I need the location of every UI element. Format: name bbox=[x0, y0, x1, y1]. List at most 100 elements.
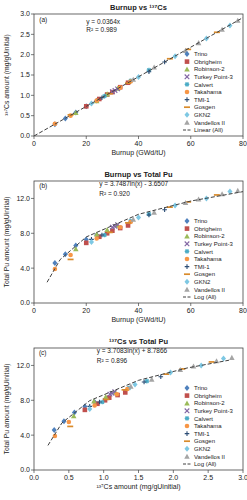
y-tick-label: 0.0 bbox=[20, 299, 30, 306]
legend-marker bbox=[184, 385, 189, 391]
plot-frame bbox=[34, 14, 243, 136]
legend-marker bbox=[185, 90, 190, 95]
y-tick bbox=[31, 198, 34, 199]
legend-marker bbox=[185, 416, 190, 421]
legend-label: Gosgen bbox=[194, 104, 215, 110]
legend-label: GKN2 bbox=[194, 446, 211, 452]
title: Burnup vs Total Pu bbox=[104, 170, 173, 179]
point bbox=[118, 226, 123, 231]
title: ¹³⁷Cs vs Total Pu bbox=[109, 337, 169, 346]
point bbox=[147, 213, 152, 218]
x-tick bbox=[138, 136, 139, 139]
annotation: R² = 0.896 bbox=[97, 357, 128, 364]
y-tick-label: 0.0 bbox=[20, 132, 30, 139]
x-axis-label: Burnup (GWd/tU) bbox=[111, 149, 165, 157]
y-tick-label: 12.0 bbox=[16, 362, 30, 369]
legend-label: Turkey Point-3 bbox=[194, 74, 233, 80]
y-tick bbox=[31, 303, 34, 304]
point bbox=[68, 259, 74, 261]
legend-marker bbox=[184, 51, 189, 57]
legend-marker bbox=[185, 97, 190, 102]
annotation: R² = 0.989 bbox=[86, 26, 117, 33]
annotation: (b) bbox=[39, 182, 47, 190]
x-tick bbox=[138, 303, 139, 306]
x-tick-label: 80 bbox=[239, 140, 247, 147]
legend-marker bbox=[185, 424, 190, 429]
y-tick-label: 12.0 bbox=[16, 195, 30, 202]
point bbox=[229, 355, 235, 360]
point bbox=[68, 253, 73, 258]
y-tick bbox=[31, 470, 34, 471]
x-tick-label: 80 bbox=[239, 307, 247, 314]
legend-label: Trino bbox=[194, 218, 208, 224]
point bbox=[63, 116, 68, 122]
legend-label: Linear (All) bbox=[194, 127, 223, 133]
y-tick-label: 4.0 bbox=[20, 432, 30, 439]
legend-marker bbox=[185, 393, 190, 398]
legend-label: Trino bbox=[194, 51, 208, 57]
legend-label: Vandellos II bbox=[194, 287, 225, 293]
legend-label: TMI-1 bbox=[194, 97, 210, 103]
plot-frame bbox=[34, 181, 243, 303]
legend-label: GKN2 bbox=[194, 279, 211, 285]
annotation: R² = 0.920 bbox=[99, 190, 130, 197]
annotation: (c) bbox=[39, 349, 47, 357]
legend-label: Turkey Point-3 bbox=[194, 241, 233, 247]
legend-marker bbox=[185, 409, 190, 414]
legend-label: Calvert bbox=[194, 249, 213, 255]
y-tick-label: 8.0 bbox=[20, 230, 30, 237]
x-tick bbox=[34, 303, 35, 306]
y-tick bbox=[31, 115, 34, 116]
point bbox=[67, 420, 72, 425]
x-tick-label: 60 bbox=[187, 307, 195, 314]
legend-marker bbox=[185, 257, 190, 262]
y-tick-label: 4.0 bbox=[20, 265, 30, 272]
legend-marker bbox=[184, 218, 189, 224]
point bbox=[71, 413, 77, 418]
x-tick bbox=[138, 470, 139, 473]
y-tick bbox=[31, 136, 34, 137]
legend-label: Calvert bbox=[194, 82, 213, 88]
legend-marker bbox=[185, 242, 190, 247]
x-tick bbox=[68, 470, 69, 473]
y-tick-label: 2.5 bbox=[20, 31, 30, 38]
legend-label: Gosgen bbox=[194, 438, 215, 444]
legend-marker bbox=[184, 279, 189, 285]
point bbox=[100, 233, 105, 238]
legend-marker bbox=[184, 106, 190, 108]
point bbox=[136, 74, 141, 80]
legend-label: Obrigheim bbox=[194, 226, 222, 232]
y-axis-label: Total Pu amount (mg/gUinitial) bbox=[3, 196, 11, 287]
legend-line bbox=[183, 130, 191, 131]
x-tick-label: 0 bbox=[32, 140, 36, 147]
point bbox=[89, 239, 94, 245]
x-tick bbox=[34, 136, 35, 139]
point bbox=[158, 374, 163, 379]
legend-marker bbox=[185, 431, 190, 436]
legend-line bbox=[183, 464, 191, 465]
legend-marker bbox=[184, 120, 190, 125]
legend-marker bbox=[184, 287, 190, 292]
x-tick-label: 20 bbox=[82, 307, 90, 314]
y-tick bbox=[31, 54, 34, 55]
plot-frame bbox=[34, 348, 243, 470]
annotation: y = 3.7487ln(x) - 3.6507 bbox=[99, 180, 168, 188]
legend-label: Trino bbox=[194, 385, 208, 391]
legend-marker bbox=[184, 400, 190, 405]
y-tick bbox=[31, 268, 34, 269]
x-tick bbox=[243, 136, 244, 139]
y-tick bbox=[31, 14, 34, 15]
x-tick bbox=[103, 470, 104, 473]
y-tick-label: 2.0 bbox=[20, 51, 30, 58]
x-tick bbox=[86, 136, 87, 139]
legend-label: TMI-1 bbox=[194, 431, 210, 437]
point bbox=[142, 380, 147, 385]
legend-label: GKN2 bbox=[194, 112, 211, 118]
point bbox=[115, 393, 120, 398]
legend-marker bbox=[185, 59, 190, 64]
legend-label: Log (All) bbox=[194, 294, 216, 300]
y-tick bbox=[31, 75, 34, 76]
annotation: y = 3.7083ln(x) + 8.7866 bbox=[97, 347, 168, 355]
point bbox=[103, 394, 109, 399]
legend-label: Gosgen bbox=[194, 271, 215, 277]
